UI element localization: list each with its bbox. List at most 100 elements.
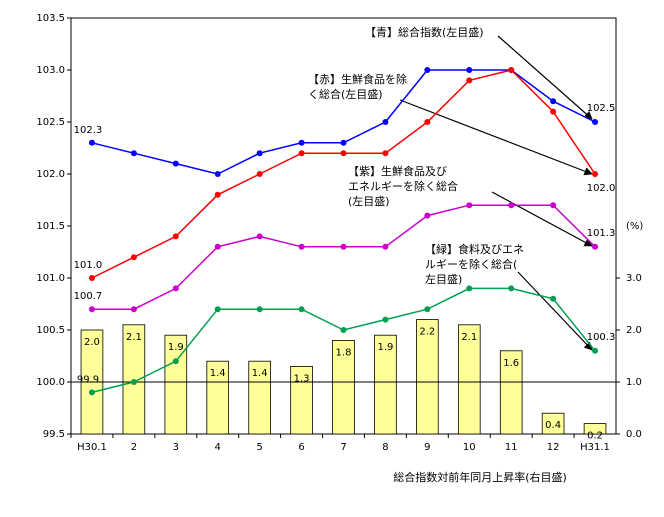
marker: [88, 389, 95, 396]
bar: [583, 423, 607, 435]
marker: [256, 171, 263, 177]
y-tick-label: 103.0: [36, 65, 65, 76]
y2-tick-label: 2.0: [626, 325, 642, 336]
marker: [172, 358, 179, 365]
bar: [457, 324, 481, 435]
marker: [172, 285, 179, 292]
data-label: 102.3: [74, 125, 103, 136]
y-tick-label: 102.0: [36, 169, 65, 180]
bar: [248, 360, 271, 435]
data-label: 102.5: [587, 103, 616, 114]
marker: [382, 150, 389, 157]
y2-tick-label: 3.0: [626, 273, 642, 284]
marker: [298, 139, 305, 146]
marker: [550, 202, 557, 209]
arrow: [497, 35, 593, 120]
marker: [130, 379, 137, 385]
bar: [416, 319, 439, 435]
marker: [592, 171, 599, 177]
annotation: 【緑】食料及びエネルギーを除く総合(左目盛): [425, 242, 524, 286]
data-label: 100.3: [587, 332, 616, 343]
x-tick-label: 12: [547, 442, 560, 453]
data-label: 99.9: [77, 374, 99, 385]
marker: [424, 119, 431, 125]
bar: [332, 339, 355, 435]
marker: [214, 191, 221, 198]
arrow: [399, 99, 593, 176]
marker: [130, 150, 137, 157]
y-tick-label: 103.5: [36, 13, 65, 24]
marker: [466, 77, 473, 84]
data-label: 101.3: [587, 228, 616, 239]
bar: [374, 334, 397, 435]
marker: [508, 285, 515, 292]
annotation: 【赤】生鮮食品を除く総合(左目盛): [308, 72, 407, 101]
marker: [88, 306, 95, 313]
marker: [466, 67, 473, 73]
marker: [88, 275, 95, 281]
marker: [466, 202, 473, 209]
annotation: 【青】総合指数(左目盛): [365, 25, 484, 39]
marker: [172, 233, 179, 240]
x-tick-label: 6: [298, 442, 304, 453]
marker: [340, 243, 347, 250]
x-tick-label: 8: [382, 442, 388, 453]
bar-label: 1.6: [503, 358, 519, 369]
marker: [382, 119, 389, 125]
bar-label: 2.1: [126, 332, 142, 343]
x-tick-label: 4: [215, 442, 221, 453]
y2-tick-label: 1.0: [626, 377, 642, 388]
marker: [466, 285, 473, 292]
legend-label: 総合指数対前年同月上昇率(右目盛): [393, 470, 567, 484]
bar: [290, 365, 313, 435]
x-tick-label: 11: [505, 442, 518, 453]
marker: [298, 306, 305, 313]
bar-label: 1.4: [252, 368, 268, 379]
y-tick-label: 102.5: [36, 117, 65, 128]
marker: [172, 160, 179, 167]
marker: [340, 327, 347, 333]
bar-label: 0.2: [587, 431, 603, 442]
marker: [592, 347, 599, 354]
marker: [130, 254, 137, 261]
bar-label: 0.4: [545, 420, 561, 431]
y-tick-label: 101.5: [36, 221, 65, 232]
marker: [88, 139, 95, 146]
arrow: [491, 191, 593, 247]
y-tick-label: 100.0: [36, 377, 65, 388]
marker: [592, 243, 599, 250]
marker: [298, 150, 305, 157]
bar-label: 1.9: [377, 342, 393, 353]
bar-label: 1.3: [294, 373, 310, 384]
arrow: [517, 271, 593, 351]
x-tick-label: 7: [340, 442, 346, 453]
marker: [508, 202, 515, 209]
x-tick-label: 5: [256, 442, 262, 453]
data-label: 102.0: [587, 183, 616, 194]
marker: [424, 212, 431, 219]
bar: [206, 360, 230, 435]
y-tick-label: 100.5: [36, 325, 65, 336]
bar-label: 2.1: [461, 332, 477, 343]
x-tick-label: H30.1: [77, 442, 107, 453]
y-tick-label: 101.0: [36, 273, 65, 284]
x-tick-label: H31.1: [580, 442, 610, 453]
marker: [214, 306, 221, 313]
bar: [541, 412, 565, 435]
marker: [298, 243, 305, 250]
data-label: 101.0: [74, 260, 103, 271]
bar: [499, 350, 523, 435]
marker: [340, 150, 347, 157]
y-tick-label: 99.5: [43, 429, 65, 440]
bar-label: 1.4: [210, 368, 226, 379]
marker: [256, 233, 263, 240]
marker: [214, 243, 221, 250]
marker: [550, 98, 557, 105]
bar: [164, 334, 188, 435]
x-tick-label: 2: [131, 442, 137, 453]
bar-label: 2.0: [84, 337, 100, 348]
marker: [382, 243, 389, 250]
marker: [256, 150, 263, 157]
marker: [256, 306, 263, 313]
